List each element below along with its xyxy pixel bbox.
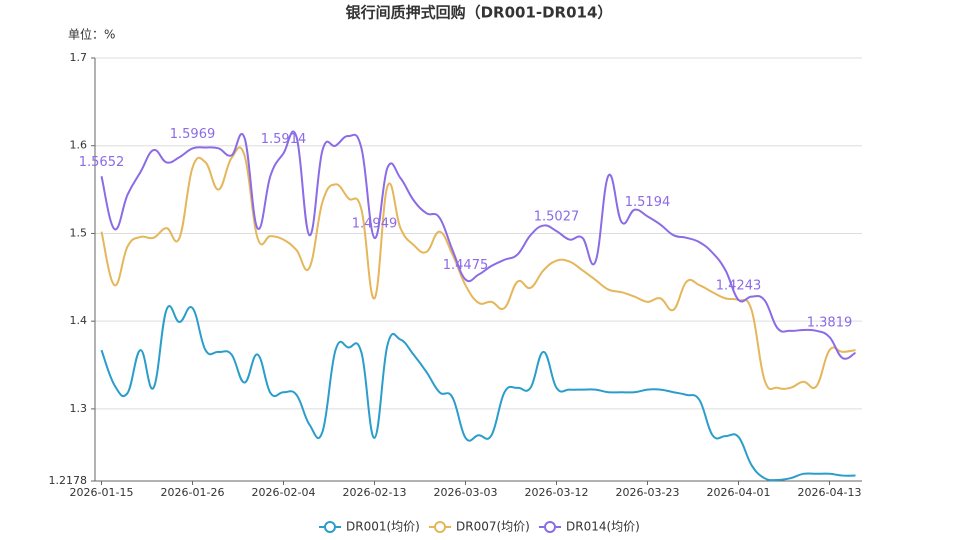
series-line [100, 305, 856, 482]
legend-marker [324, 521, 336, 533]
chart-title: 银行间质押式回购（DR001-DR014） [346, 4, 613, 22]
data-label: 1.4949 [352, 216, 398, 231]
x-tick-label: 2026-02-04 [252, 486, 316, 499]
y-tick-label: 1.6 [70, 139, 88, 152]
x-tick-label: 2026-01-26 [161, 486, 225, 499]
legend-item: DR014(均价) [539, 520, 640, 534]
x-tick-label: 2026-01-15 [70, 486, 134, 499]
legend-label: DR001(均价) [346, 520, 420, 534]
data-label: 1.3819 [807, 316, 853, 331]
legend-label: DR014(均价) [566, 520, 640, 534]
legend-label: DR007(均价) [456, 520, 530, 534]
x-tick-label: 2026-03-23 [616, 486, 680, 499]
legend-marker [434, 521, 446, 533]
legend-item: DR001(均价) [319, 520, 420, 534]
y-tick-label: 1.3 [70, 402, 88, 415]
legend-item: DR007(均价) [429, 520, 530, 534]
y-tick-label: 1.7 [70, 51, 88, 64]
data-label: 1.4243 [716, 278, 762, 293]
x-tick-label: 2026-04-01 [707, 486, 771, 499]
series-line [100, 146, 856, 391]
legend-marker [544, 521, 556, 533]
y-unit: 单位：% [68, 27, 115, 42]
x-tick-label: 2026-03-03 [434, 486, 498, 499]
y-tick-label: 1.4 [70, 314, 88, 327]
data-label: 1.5914 [261, 132, 307, 147]
series-line [100, 130, 857, 360]
data-label: 1.5969 [170, 127, 216, 142]
y-tick-label: 1.2178 [49, 474, 88, 487]
data-label: 1.4475 [443, 258, 489, 273]
y-tick-label: 1.5 [70, 226, 88, 239]
x-tick-label: 2026-04-13 [798, 486, 862, 499]
x-tick-label: 2026-03-12 [525, 486, 589, 499]
data-label: 1.5652 [79, 155, 125, 170]
data-label: 1.5027 [534, 210, 580, 225]
data-label: 1.5194 [625, 195, 671, 210]
x-tick-label: 2026-02-13 [343, 486, 407, 499]
